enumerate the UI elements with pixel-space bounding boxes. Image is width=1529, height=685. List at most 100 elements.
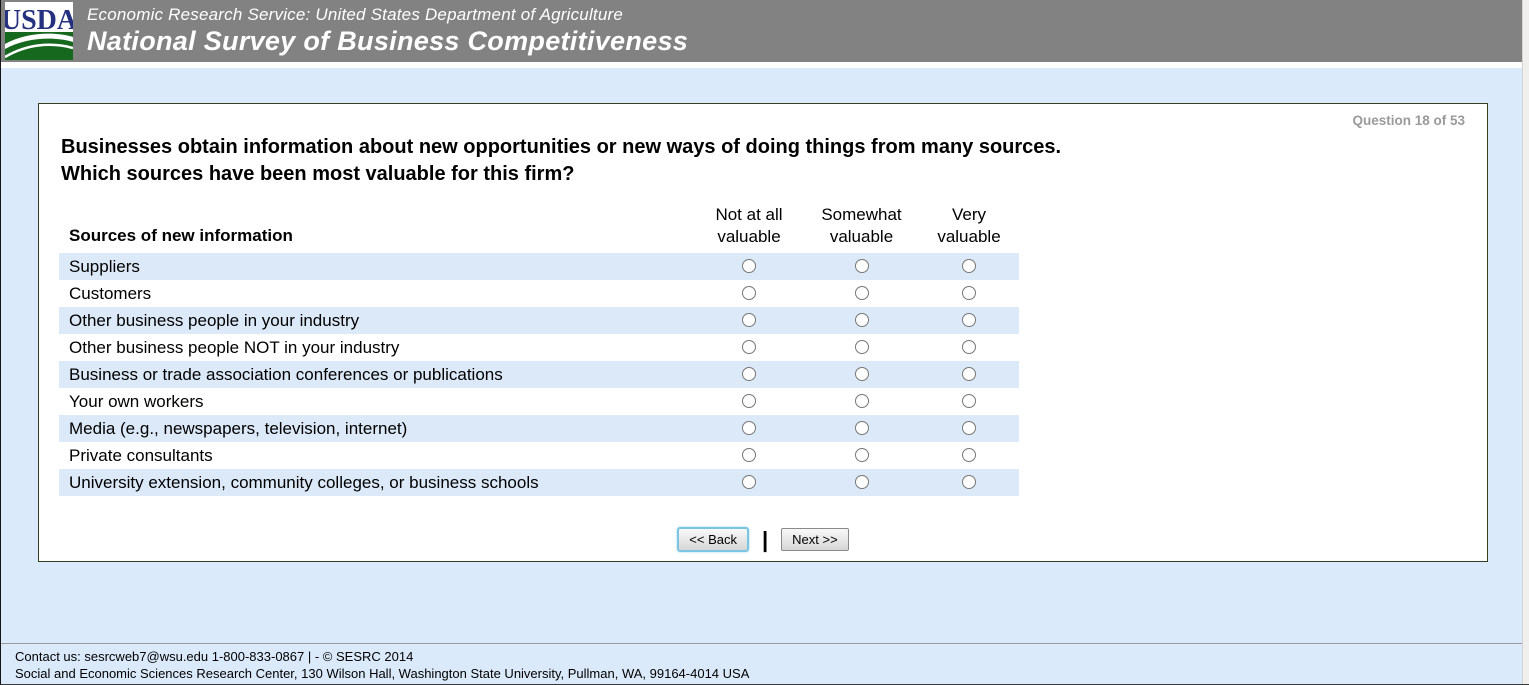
survey-title: National Survey of Business Competitiven…	[87, 26, 689, 56]
radio-cell	[804, 442, 919, 469]
radio-cell	[804, 253, 919, 280]
radio-cell	[919, 280, 1019, 307]
radio-row2-not-at-all-valuable[interactable]	[742, 286, 756, 301]
radio-cell	[694, 334, 804, 361]
radio-cell	[804, 469, 919, 496]
radio-cell	[804, 415, 919, 442]
radio-row7-not-at-all-valuable[interactable]	[742, 421, 756, 436]
column-header-very-valuable: Very valuable	[937, 205, 1001, 246]
scrollbar-track[interactable]	[1522, 0, 1529, 684]
radio-row3-very-valuable[interactable]	[962, 313, 976, 328]
radio-row4-very-valuable[interactable]	[962, 340, 976, 355]
footer-address: Social and Economic Sciences Research Ce…	[15, 665, 750, 681]
radio-row3-somewhat-valuable[interactable]	[854, 313, 869, 328]
radio-cell	[694, 469, 804, 496]
table-row: Private consultants	[59, 442, 1019, 469]
column-header-somewhat-valuable: Somewhat valuable	[821, 205, 902, 246]
usda-logo: USDA	[1, 2, 78, 60]
radio-cell	[804, 307, 919, 334]
radio-cell	[694, 253, 804, 280]
radio-row5-very-valuable[interactable]	[962, 367, 976, 382]
radio-cell	[919, 253, 1019, 280]
radio-cell	[694, 307, 804, 334]
radio-row4-somewhat-valuable[interactable]	[854, 340, 869, 355]
radio-cell	[919, 415, 1019, 442]
agency-title: Economic Research Service: United States…	[87, 5, 624, 24]
row-label: Suppliers	[69, 256, 140, 276]
radio-cell	[694, 415, 804, 442]
radio-cell	[694, 280, 804, 307]
table-row: Other business people NOT in your indust…	[59, 334, 1019, 361]
radio-row1-somewhat-valuable[interactable]	[854, 259, 869, 274]
question-progress: Question 18 of 53	[1352, 113, 1465, 128]
radio-row6-not-at-all-valuable[interactable]	[742, 394, 756, 409]
radio-row1-not-at-all-valuable[interactable]	[742, 259, 756, 274]
question-title-line2: Which sources have been most valuable fo…	[61, 163, 575, 185]
table-row: Your own workers	[59, 388, 1019, 415]
row-label: Other business people in your industry	[69, 310, 360, 330]
radio-row5-not-at-all-valuable[interactable]	[742, 367, 756, 382]
question-panel: Question 18 of 53 Businesses obtain info…	[38, 103, 1488, 562]
row-label: University extension, community colleges…	[69, 472, 539, 492]
row-label: Customers	[69, 283, 152, 303]
radio-cell	[804, 361, 919, 388]
usda-logo-text: USDA	[5, 5, 73, 36]
radio-row2-somewhat-valuable[interactable]	[854, 286, 869, 301]
radio-cell	[804, 388, 919, 415]
radio-row9-very-valuable[interactable]	[962, 475, 976, 490]
radio-row9-not-at-all-valuable[interactable]	[742, 475, 756, 490]
radio-row8-not-at-all-valuable[interactable]	[742, 448, 756, 463]
radio-cell	[694, 388, 804, 415]
radio-cell	[919, 469, 1019, 496]
table-header-row: Sources of new information Not at all val…	[59, 204, 1019, 253]
sources-table: Sources of new information Not at all val…	[59, 204, 1019, 496]
button-separator: |	[762, 526, 769, 552]
question-title-line1: Businesses obtain information about new …	[61, 136, 1062, 158]
radio-cell	[919, 361, 1019, 388]
radio-row6-somewhat-valuable[interactable]	[854, 394, 869, 409]
radio-cell	[694, 361, 804, 388]
table-row: Customers	[59, 280, 1019, 307]
radio-row7-very-valuable[interactable]	[962, 421, 976, 436]
radio-row4-not-at-all-valuable[interactable]	[742, 340, 756, 355]
page-footer: Contact us: sesrcweb7@wsu.edu 1-800-833-…	[1, 643, 1529, 684]
app-header: USDA Economic Research Service: United S…	[1, 0, 1529, 62]
usda-logo-icon: USDA	[1, 2, 78, 60]
radio-row9-somewhat-valuable[interactable]	[854, 475, 869, 490]
radio-cell	[919, 388, 1019, 415]
radio-cell	[919, 442, 1019, 469]
table-row: University extension, community colleges…	[59, 469, 1019, 496]
row-label: Business or trade association conference…	[69, 364, 503, 384]
radio-cell	[694, 442, 804, 469]
table-row: Suppliers	[59, 253, 1019, 280]
radio-row8-very-valuable[interactable]	[962, 448, 976, 463]
navigation-buttons: << Back | Next >>	[39, 527, 1487, 552]
radio-cell	[804, 334, 919, 361]
question-title: Businesses obtain information about new …	[61, 134, 1463, 188]
radio-cell	[919, 334, 1019, 361]
footer-contact: Contact us: sesrcweb7@wsu.edu 1-800-833-…	[15, 649, 414, 664]
row-label: Your own workers	[69, 391, 204, 411]
radio-row2-very-valuable[interactable]	[962, 286, 976, 301]
table-row-header: Sources of new information	[69, 226, 293, 245]
back-button[interactable]: << Back	[677, 527, 749, 552]
radio-cell	[804, 280, 919, 307]
radio-row8-somewhat-valuable[interactable]	[854, 448, 869, 463]
radio-row5-somewhat-valuable[interactable]	[854, 367, 869, 382]
radio-row7-somewhat-valuable[interactable]	[854, 421, 869, 436]
table-row: Media (e.g., newspapers, television, int…	[59, 415, 1019, 442]
header-titles: Economic Research Service: United States…	[87, 2, 688, 57]
sources-table-body: Suppliers Customers Other business people …	[59, 253, 1019, 496]
radio-cell	[919, 307, 1019, 334]
radio-row3-not-at-all-valuable[interactable]	[742, 313, 756, 328]
column-header-not-at-all-valuable: Not at all valuable	[715, 205, 783, 246]
radio-row6-very-valuable[interactable]	[962, 394, 976, 409]
row-label: Media (e.g., newspapers, television, int…	[69, 418, 408, 438]
radio-row1-very-valuable[interactable]	[962, 259, 976, 274]
table-row: Other business people in your industry	[59, 307, 1019, 334]
row-label: Other business people NOT in your indust…	[69, 337, 400, 357]
header-divider	[1, 62, 1529, 68]
table-row: Business or trade association conference…	[59, 361, 1019, 388]
next-button[interactable]: Next >>	[781, 528, 849, 551]
